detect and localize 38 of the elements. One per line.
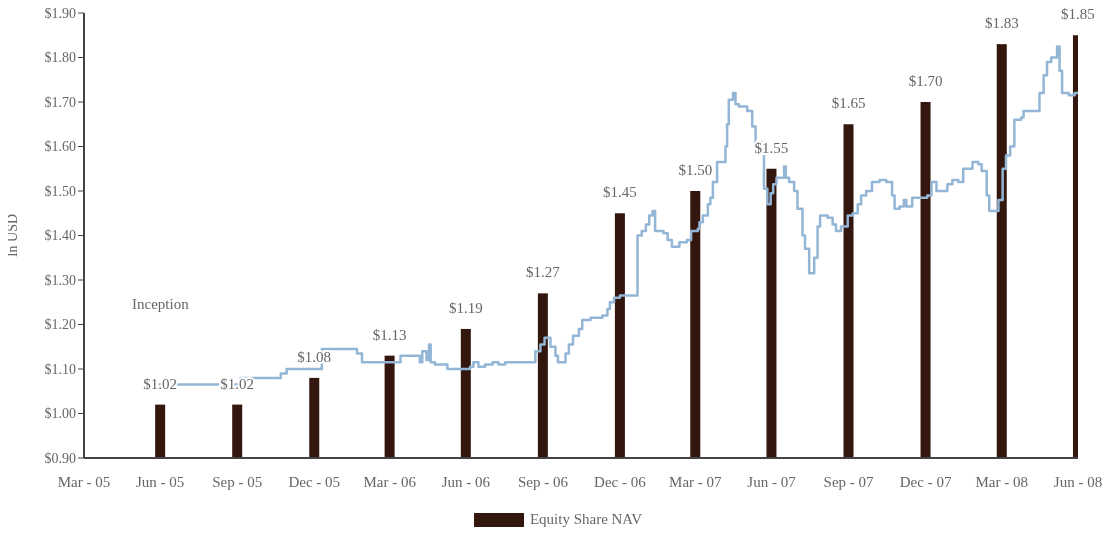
y-tick-label: $1.90 xyxy=(44,5,76,21)
annotation: Inception xyxy=(132,296,189,313)
data-label: $1.27 xyxy=(525,264,561,281)
y-tick-label: $1.60 xyxy=(44,139,76,155)
x-tick-label: Mar - 05 xyxy=(57,473,111,490)
legend-label: Equity Share NAV xyxy=(529,511,643,528)
y-tick-label: $1.50 xyxy=(44,183,76,199)
x-tick-label: Mar - 07 xyxy=(669,473,723,490)
y-tick-label: $0.90 xyxy=(44,450,76,466)
x-tick-label: Sep - 05 xyxy=(212,473,263,490)
x-tick-label: Jun - 07 xyxy=(747,473,797,490)
y-tick-label: $1.40 xyxy=(44,228,76,244)
data-label: $1.50 xyxy=(678,162,713,178)
x-tick-label: Sep - 06 xyxy=(517,473,569,490)
y-tick-label: $1.70 xyxy=(44,94,76,110)
y-tick-label: $1.30 xyxy=(44,272,76,288)
data-label: $1.02 xyxy=(143,375,178,392)
x-tick-label: Sep - 07 xyxy=(823,473,875,490)
y-tick-label: $1.20 xyxy=(44,317,76,333)
data-label: $1.19 xyxy=(448,299,483,316)
x-tick-label: Dec - 07 xyxy=(899,473,952,490)
data-label: $1.83 xyxy=(984,15,1019,32)
x-tick-label: Jun - 08 xyxy=(1053,473,1103,490)
y-axis-title: In USD xyxy=(4,213,20,258)
data-label: $1.85 xyxy=(1061,6,1095,23)
data-label: $1.70 xyxy=(908,73,943,89)
x-tick-label: Dec - 05 xyxy=(288,473,341,490)
y-tick-label: $1.00 xyxy=(44,406,76,422)
x-tick-label: Jun - 05 xyxy=(136,473,185,490)
x-tick-label: Dec - 06 xyxy=(594,473,647,490)
data-label: $1.13 xyxy=(372,326,407,343)
x-tick-label: Mar - 08 xyxy=(975,473,1029,490)
x-tick-label: Jun - 06 xyxy=(441,473,491,490)
y-tick-label: $1.10 xyxy=(44,361,76,377)
data-label: $1.65 xyxy=(831,95,866,112)
data-label: $1.45 xyxy=(603,184,637,201)
y-tick-label: $1.80 xyxy=(44,50,76,66)
x-tick-label: Mar - 06 xyxy=(363,473,417,490)
